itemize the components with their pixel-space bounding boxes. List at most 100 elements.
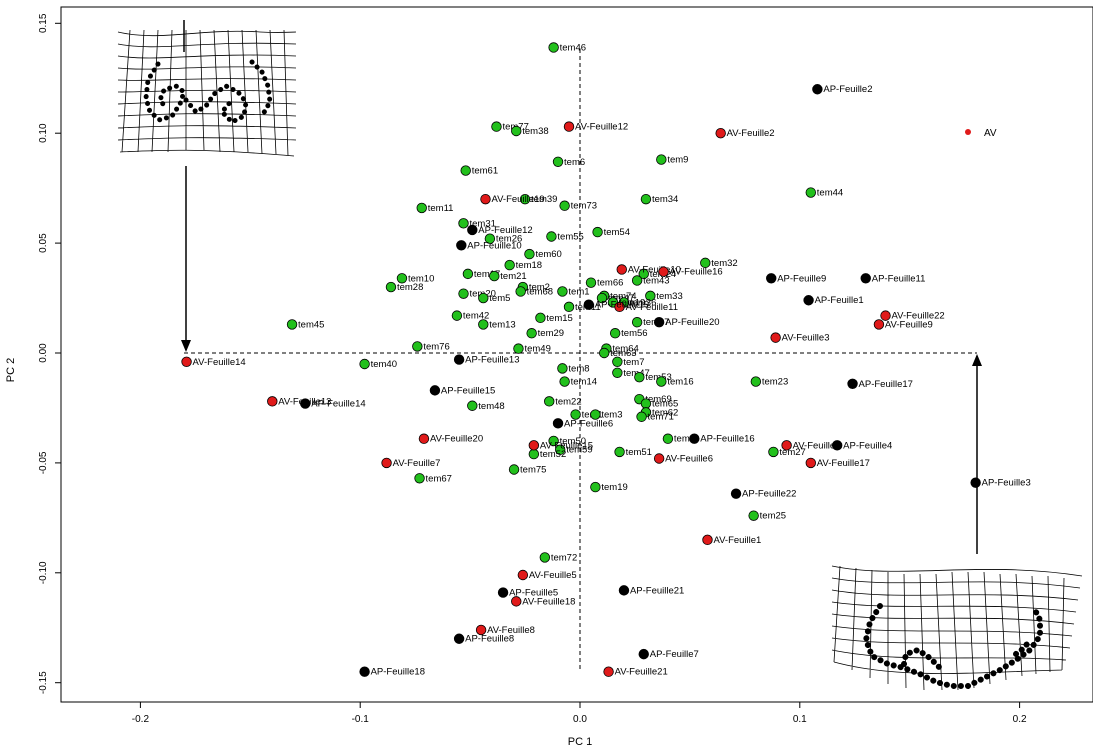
data-point-label: AP-Feuille2: [823, 84, 872, 95]
data-point-label: tem71: [648, 412, 674, 423]
data-point-label: AV-Feuille2: [727, 128, 775, 139]
data-point: [535, 312, 546, 324]
data-point-label: tem44: [817, 188, 843, 199]
data-point-label: AV-Feuille14: [193, 357, 246, 368]
data-point-label: AV-Feuille22: [892, 311, 945, 322]
data-point: [513, 343, 524, 354]
data-point-label: tem56: [621, 328, 647, 339]
data-point: [656, 376, 667, 387]
data-point: [453, 633, 465, 644]
data-point: [381, 457, 392, 469]
data-point: [638, 268, 649, 280]
data-point-label: AV-Feuille6: [665, 454, 713, 465]
data-point: [700, 257, 711, 269]
data-point: [640, 193, 652, 205]
data-point-label: tem72: [551, 552, 577, 563]
data-point-label: tem49: [524, 344, 550, 355]
data-point: [612, 367, 623, 378]
data-point: [478, 319, 489, 330]
data-point-label: AP-Feuille17: [859, 379, 913, 390]
data-point-label: tem33: [656, 291, 682, 302]
data-point: [359, 358, 370, 370]
data-point: [609, 328, 621, 339]
data-point-label: tem27: [779, 447, 805, 458]
data-point-label: AP-Feuille14: [311, 399, 365, 410]
data-point: [462, 268, 474, 280]
data-point: [552, 156, 564, 167]
data-point-label: tem66: [597, 278, 623, 289]
data-point: [645, 290, 656, 302]
data-point: [730, 488, 742, 499]
y-tick-label: 0.05: [38, 233, 49, 253]
data-point-label: tem11: [428, 203, 454, 214]
data-point: [385, 281, 397, 293]
data-point-label: tem29: [538, 328, 564, 339]
data-point: [873, 319, 885, 330]
data-point: [662, 433, 674, 444]
data-point: [559, 200, 570, 211]
data-point-label: tem32: [711, 258, 737, 269]
data-point: [803, 295, 814, 306]
data-point: [612, 356, 623, 367]
data-point: [451, 310, 463, 321]
data-point: [805, 457, 816, 469]
data-point-label: tem4: [674, 434, 695, 445]
data-point: [489, 270, 500, 282]
data-point-label: AP-Feuille6: [564, 418, 613, 429]
data-point-label: AP-Feuille3: [982, 478, 1031, 489]
data-point-label: AP-Feuille19: [595, 300, 649, 311]
data-point-label: tem5: [489, 293, 510, 304]
data-point-label: tem74: [610, 291, 636, 302]
data-point-label: tem26: [496, 234, 522, 245]
data-point-label: tem62: [652, 407, 678, 418]
y-tick-label: -0.10: [38, 561, 49, 584]
x-tick-label: 0.0: [573, 714, 587, 725]
data-point: [880, 310, 891, 321]
data-point: [546, 231, 557, 242]
data-point-label: AV-Feuille12: [575, 122, 628, 133]
data-point: [491, 121, 502, 132]
data-point-label: AV-Feuille10: [628, 264, 681, 275]
data-point-label: tem76: [423, 341, 449, 352]
data-point: [480, 193, 491, 205]
data-point-label: AP-Feuille5: [509, 588, 558, 599]
data-point: [750, 376, 762, 387]
data-point-label: AV-Feuille9: [885, 319, 933, 330]
data-point-label: tem16: [667, 377, 693, 388]
data-point: [544, 396, 555, 407]
x-tick-label: 0.1: [793, 714, 807, 725]
x-tick-label: -0.2: [132, 714, 150, 725]
data-point-label: AP-Feuille15: [441, 385, 495, 396]
arrow-head-down-icon: [181, 340, 191, 352]
data-point: [484, 233, 496, 244]
data-point: [555, 444, 566, 455]
data-point: [467, 224, 478, 236]
x-axis-label: PC 1: [568, 736, 592, 747]
data-point-label: tem48: [478, 401, 504, 412]
data-point: [689, 433, 700, 444]
data-point-label: tem22: [555, 396, 581, 407]
data-point: [267, 396, 278, 407]
data-point: [453, 354, 465, 365]
data-point-label: tem17: [474, 269, 500, 280]
data-point: [748, 510, 759, 521]
data-point-label: AV-Feuille21: [615, 667, 668, 678]
data-point-label: tem1: [568, 286, 589, 297]
data-point: [805, 187, 816, 198]
y-tick-label: -0.05: [38, 451, 49, 474]
data-point-label: tem39: [531, 194, 557, 205]
data-point-label: AV-Feuille5: [529, 570, 577, 581]
data-point: [412, 341, 423, 352]
data-point: [416, 202, 427, 214]
data-point-label: tem25: [760, 511, 786, 522]
outline-right-lobe: [183, 59, 273, 126]
data-point: [478, 292, 489, 304]
data-point-label: AP-Feuille1: [815, 295, 864, 306]
data-point-label: tem52: [540, 449, 566, 460]
data-point-label: tem54: [604, 227, 630, 238]
data-point: [458, 288, 469, 299]
data-point: [638, 648, 649, 660]
outline-shape: [862, 603, 1043, 689]
data-point: [770, 332, 781, 343]
data-point-label: tem3: [601, 410, 622, 421]
